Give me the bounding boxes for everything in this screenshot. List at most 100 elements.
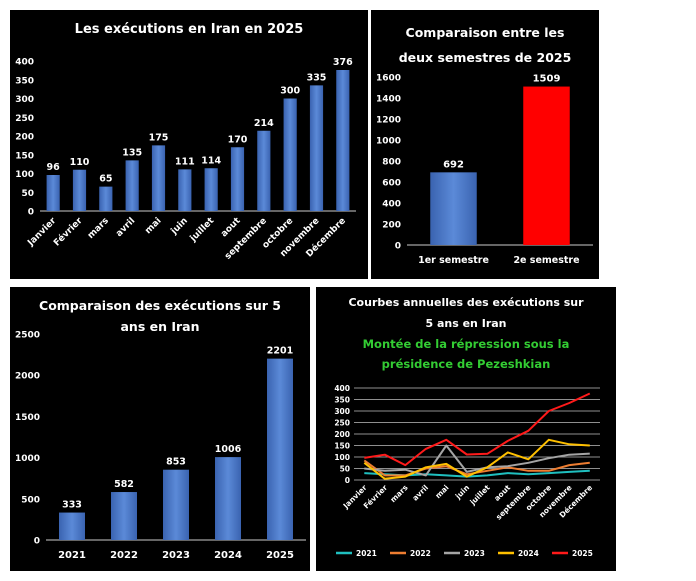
series-line-2025 — [364, 392, 591, 467]
y-tick-label: 1000 — [376, 137, 401, 147]
legend-label-2025: 2025 — [572, 549, 593, 558]
bar-2024 — [215, 457, 241, 540]
data-label-Décembre: 376 — [333, 57, 353, 68]
data-label-2023: 853 — [166, 457, 186, 468]
bar-septembre — [257, 130, 271, 211]
y-tick-label: 400 — [334, 384, 350, 393]
x-tick-label: 1er semestre — [418, 255, 489, 266]
x-tick-label: mai — [143, 216, 163, 236]
y-tick-label: 1400 — [376, 95, 401, 105]
data-label-avril: 135 — [122, 147, 142, 158]
bar-2022 — [111, 492, 137, 540]
bar-2e semestre — [523, 86, 570, 246]
data-label-octobre: 300 — [280, 86, 300, 97]
five-year-chart-panel: Comparaison des exécutions sur 5 ans en … — [10, 287, 310, 571]
semester-chart-panel: Comparaison entre les deux semestres de … — [371, 10, 599, 279]
bar-2025 — [267, 358, 293, 540]
bar-mai — [151, 145, 166, 211]
y-tick-label: 1000 — [15, 454, 40, 464]
y-tick-label: 250 — [334, 419, 350, 428]
data-label-1er semestre: 692 — [443, 159, 464, 170]
y-tick-label: 1500 — [15, 413, 40, 423]
y-tick-label: 500 — [21, 495, 40, 505]
bar-octobre — [283, 98, 297, 211]
x-tick-label: 2025 — [266, 550, 294, 561]
data-label-Janvier: 96 — [47, 162, 61, 173]
y-tick-label: 600 — [382, 179, 401, 189]
y-tick-label: 150 — [334, 442, 350, 451]
data-label-2022: 582 — [114, 479, 134, 490]
bar-Février — [72, 169, 87, 211]
y-tick-label: 1600 — [376, 74, 401, 84]
five-year-chart-title-line1: Comparaison des exécutions sur 5 — [39, 298, 281, 313]
data-label-2021: 333 — [62, 500, 82, 511]
legend-label-2023: 2023 — [464, 549, 485, 558]
annual-curves-subtitle-line2: présidence de Pezeshkian — [382, 357, 551, 371]
x-tick-label: 2021 — [58, 550, 86, 561]
y-tick-label: 350 — [334, 396, 350, 405]
legend-label-2021: 2021 — [356, 549, 377, 558]
annual-curves-subtitle-line1: Montée de la répression sous la — [363, 337, 570, 351]
bar-Décembre — [336, 70, 350, 211]
y-tick-label: 2500 — [15, 331, 40, 341]
semester-chart-title-line2: deux semestres de 2025 — [399, 50, 572, 65]
y-tick-label: 100 — [334, 453, 350, 462]
x-tick-label: mai — [433, 483, 450, 500]
data-label-2025: 2201 — [267, 346, 293, 357]
x-tick-label: 2024 — [214, 550, 242, 561]
x-tick-label: Février — [52, 215, 86, 249]
annual-curves-title-line1: Courbes annuelles des exécutions sur — [348, 296, 584, 309]
semester-chart: Comparaison entre les deux semestres de … — [376, 25, 593, 266]
x-tick-label: avril — [114, 216, 137, 239]
bar-2021 — [59, 512, 85, 540]
x-tick-label: juillet — [467, 483, 492, 508]
bar-avril — [125, 160, 139, 211]
y-tick-label: 0 — [395, 242, 401, 252]
y-tick-label: 350 — [15, 76, 34, 86]
monthly-chart-panel: Les exécutions en Iran en 2025 0 50 100 150… — [10, 10, 368, 279]
x-tick-label: aout — [219, 216, 243, 240]
semester-chart-title-line1: Comparaison entre les — [406, 25, 565, 40]
x-tick-label: 2023 — [162, 550, 190, 561]
data-label-septembre: 214 — [254, 118, 274, 129]
series-line-2024 — [363, 438, 590, 480]
bar-juin — [178, 169, 192, 211]
bar-juillet — [204, 168, 218, 211]
x-tick-label: 2e semestre — [513, 255, 579, 266]
data-label-novembre: 335 — [307, 72, 327, 83]
data-label-juin: 111 — [175, 156, 195, 167]
bar-aout — [230, 147, 245, 211]
data-label-mars: 65 — [99, 174, 112, 185]
y-tick-label: 300 — [334, 407, 350, 416]
y-tick-label: 150 — [15, 151, 34, 161]
bar-Janvier — [46, 175, 60, 211]
y-tick-label: 200 — [334, 430, 350, 439]
annual-curves-chart: Courbes annuelles des exécutions sur 5 a… — [334, 296, 600, 558]
x-tick-label: mars — [388, 483, 410, 505]
y-tick-label: 800 — [382, 158, 401, 168]
y-tick-label: 0 — [28, 208, 34, 218]
x-tick-label: 2022 — [110, 550, 138, 561]
annual-curves-title-line2: 5 ans en Iran — [425, 317, 506, 330]
data-label-aout: 170 — [228, 134, 248, 145]
y-tick-label: 50 — [21, 189, 34, 199]
data-label-juillet: 114 — [201, 155, 221, 166]
x-tick-label: juillet — [188, 216, 217, 245]
data-label-Février: 110 — [70, 157, 90, 168]
y-tick-label: 100 — [15, 170, 34, 180]
annual-curves-panel: Courbes annuelles des exécutions sur 5 a… — [316, 287, 616, 571]
x-tick-label: mars — [86, 216, 111, 241]
five-year-chart-title-line2: ans en Iran — [120, 319, 199, 334]
y-tick-label: 200 — [15, 133, 34, 143]
bar-novembre — [309, 85, 324, 211]
y-tick-label: 300 — [15, 95, 34, 105]
y-tick-label: 200 — [382, 221, 401, 231]
x-tick-label: juin — [169, 216, 190, 237]
data-label-mai: 175 — [149, 132, 169, 143]
y-tick-label: 400 — [15, 58, 34, 68]
y-tick-label: 50 — [340, 465, 350, 474]
monthly-chart: Les exécutions en Iran en 2025 0 50 100 150… — [15, 22, 356, 262]
legend-label-2024: 2024 — [518, 549, 539, 558]
y-tick-label: 2000 — [15, 372, 40, 382]
bar-1er semestre — [430, 172, 477, 245]
